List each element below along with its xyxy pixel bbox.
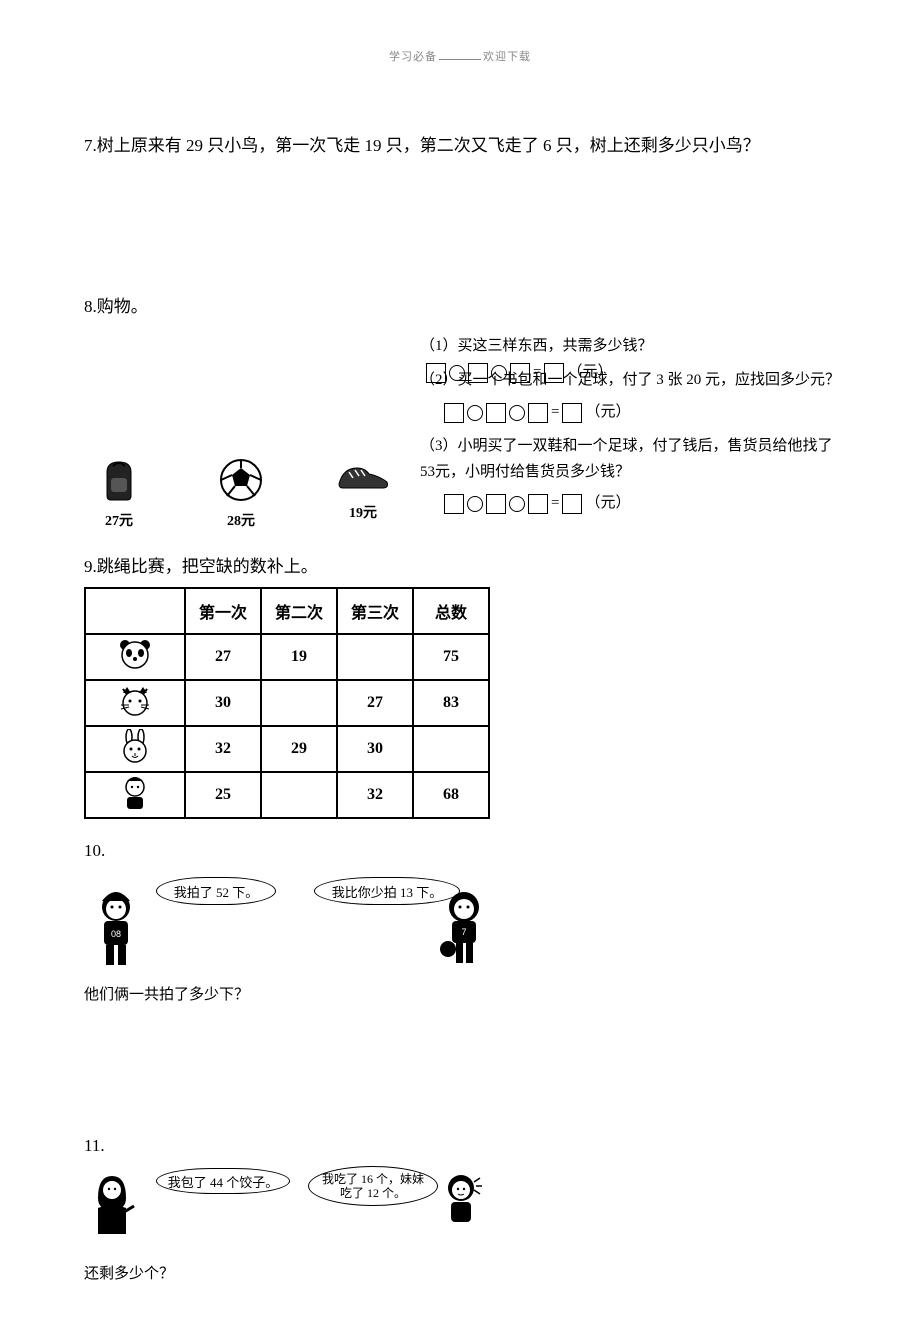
- svg-text:08: 08: [111, 929, 121, 939]
- blank-box[interactable]: [444, 494, 464, 514]
- th-3: 第三次: [337, 588, 413, 634]
- table-cell[interactable]: [413, 726, 489, 772]
- q11-bubble-left: 我包了 44 个饺子。: [156, 1168, 290, 1194]
- q8-sub3: （3）小明买了一双鞋和一个足球，付了钱后，售货员给他找了 53元，小明付给售货员…: [420, 434, 840, 517]
- table-row: 25 3268: [85, 772, 489, 818]
- svg-text:7: 7: [461, 927, 466, 937]
- blank-box[interactable]: [562, 403, 582, 423]
- table-cell: 19: [261, 634, 337, 680]
- table-cell: 75: [413, 634, 489, 680]
- table-cell[interactable]: [261, 772, 337, 818]
- q10-caption: 他们俩一共拍了多少下？: [84, 983, 836, 1004]
- q11-bubble-right: 我吃了 16 个，妹妹吃了 12 个。: [308, 1166, 438, 1206]
- item-price: 27元: [84, 510, 154, 530]
- q8-title: 8.购物。: [84, 293, 836, 320]
- child-icon: [436, 1172, 486, 1228]
- page-header: 学习必备 欢迎下载: [84, 48, 836, 64]
- rabbit-icon: [85, 726, 185, 772]
- blank-op[interactable]: [509, 405, 525, 421]
- th-1: 第一次: [185, 588, 261, 634]
- q8-sub2-prompt: （2）买一个书包和一个足球，付了 3 张 20 元，应找回多少元？: [420, 368, 840, 394]
- table-row: 30 2783: [85, 680, 489, 726]
- question-7: 7.树上原来有 29 只小鸟，第一次飞走 19 只，第二次又飞走了 6 只，树上…: [84, 132, 836, 159]
- q8-sub3-prompt: （3）小明买了一双鞋和一个足球，付了钱后，售货员给他找了 53元，小明付给售货员…: [420, 434, 840, 485]
- table-cell: 68: [413, 772, 489, 818]
- q10-title: 10.: [84, 841, 836, 861]
- unit: （元）: [585, 491, 630, 517]
- table-cell: 27: [185, 634, 261, 680]
- table-cell: 25: [185, 772, 261, 818]
- kid-icon: [85, 772, 185, 818]
- q8-body: （1）买这三样东西，共需多少钱？ = （元） （2）买一个书包和一个足球，付了 …: [84, 340, 836, 530]
- table-cell: 27: [337, 680, 413, 726]
- equals: =: [551, 400, 559, 426]
- q11-title: 11.: [84, 1136, 836, 1156]
- item-price: 19元: [328, 502, 398, 522]
- table-cell: 30: [185, 680, 261, 726]
- bubble-text: 我拍了 52 下。: [174, 882, 259, 901]
- q11-caption: 还剩多少个？: [84, 1262, 836, 1283]
- table-cell[interactable]: [261, 680, 337, 726]
- panda-icon: [85, 634, 185, 680]
- table-cell[interactable]: [337, 634, 413, 680]
- item-backpack: 27元: [84, 456, 154, 530]
- blank-box[interactable]: [562, 494, 582, 514]
- item-price: 28元: [206, 510, 276, 530]
- bubble-text: 我吃了 16 个，妹妹吃了 12 个。: [319, 1172, 427, 1201]
- woman-icon: [84, 1172, 140, 1238]
- q10-scene: 08 我拍了 52 下。 我比你少拍 13 下。 7: [84, 871, 836, 971]
- header-left: 学习必备: [389, 51, 437, 63]
- q8-sub1-prompt: （1）买这三样东西，共需多少钱？: [420, 338, 653, 354]
- q8-sub2: （2）买一个书包和一个足球，付了 3 张 20 元，应找回多少元？ = （元）: [420, 368, 840, 425]
- q9-table: 第一次 第二次 第三次 总数 271975302783322930253268: [84, 587, 490, 819]
- table-header-row: 第一次 第二次 第三次 总数: [85, 588, 489, 634]
- blank-box[interactable]: [486, 403, 506, 423]
- table-cell: 83: [413, 680, 489, 726]
- q7-text: 7.树上原来有 29 只小鸟，第一次飞走 19 只，第二次又飞走了 6 只，树上…: [84, 136, 760, 155]
- header-right: 欢迎下载: [483, 51, 531, 63]
- cat-icon: [85, 680, 185, 726]
- blank-op[interactable]: [467, 405, 483, 421]
- th-blank: [85, 588, 185, 634]
- q8-items: 27元 28元 19元: [84, 456, 414, 530]
- table-row: 322930: [85, 726, 489, 772]
- bubble-text: 我包了 44 个饺子。: [168, 1172, 279, 1191]
- table-row: 2719 75: [85, 634, 489, 680]
- item-ball: 28元: [206, 456, 276, 530]
- blank-box[interactable]: [528, 403, 548, 423]
- unit: （元）: [585, 400, 630, 426]
- table-cell: 32: [337, 772, 413, 818]
- q11-scene: 我包了 44 个饺子。 我吃了 16 个，妹妹吃了 12 个。: [84, 1166, 836, 1242]
- th-total: 总数: [413, 588, 489, 634]
- equals: =: [551, 491, 559, 517]
- th-2: 第二次: [261, 588, 337, 634]
- shoes-icon: [335, 456, 391, 496]
- item-shoes: 19元: [328, 456, 398, 530]
- blank-box[interactable]: [486, 494, 506, 514]
- soccer-ball-icon: [217, 456, 265, 504]
- q9-title: 9.跳绳比赛，把空缺的数补上。: [84, 552, 836, 577]
- table-cell: 29: [261, 726, 337, 772]
- q10-bubble-left: 我拍了 52 下。: [156, 877, 276, 905]
- boy-left-icon: 08: [84, 889, 148, 969]
- backpack-icon: [95, 456, 143, 504]
- blank-op[interactable]: [509, 496, 525, 512]
- boy-right-icon: 7: [434, 889, 494, 969]
- table-cell: 30: [337, 726, 413, 772]
- bubble-text: 我比你少拍 13 下。: [332, 882, 443, 901]
- blank-box[interactable]: [528, 494, 548, 514]
- blank-op[interactable]: [467, 496, 483, 512]
- blank-box[interactable]: [444, 403, 464, 423]
- table-cell: 32: [185, 726, 261, 772]
